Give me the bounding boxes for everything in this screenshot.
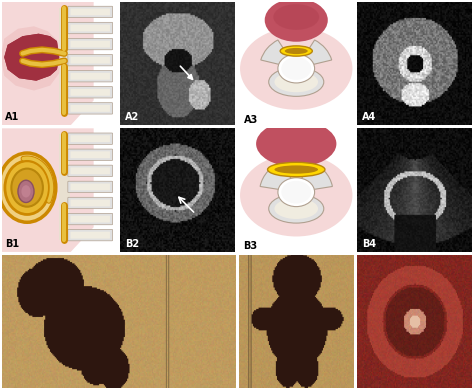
FancyBboxPatch shape [71,89,110,96]
FancyBboxPatch shape [68,103,113,114]
Ellipse shape [269,67,324,96]
Text: A2: A2 [125,112,139,122]
Wedge shape [296,40,332,69]
FancyBboxPatch shape [71,232,110,239]
FancyBboxPatch shape [68,181,113,193]
Ellipse shape [282,181,311,204]
FancyBboxPatch shape [68,71,113,82]
Polygon shape [4,34,59,81]
Ellipse shape [274,72,318,92]
FancyBboxPatch shape [71,216,110,223]
FancyBboxPatch shape [71,57,110,64]
Ellipse shape [278,54,315,83]
Ellipse shape [240,27,353,110]
FancyBboxPatch shape [68,229,113,241]
Ellipse shape [267,162,325,177]
FancyBboxPatch shape [71,167,110,174]
FancyBboxPatch shape [71,200,110,206]
Text: A3: A3 [244,115,258,125]
Text: A4: A4 [362,112,376,122]
Wedge shape [296,161,332,192]
FancyBboxPatch shape [68,87,113,98]
Polygon shape [2,128,94,252]
FancyBboxPatch shape [68,213,113,225]
Polygon shape [4,34,59,81]
Wedge shape [261,40,296,69]
FancyBboxPatch shape [68,197,113,209]
Ellipse shape [274,199,318,219]
FancyBboxPatch shape [68,22,113,34]
Ellipse shape [11,168,43,207]
FancyBboxPatch shape [71,135,110,142]
FancyBboxPatch shape [68,165,113,177]
Ellipse shape [274,165,318,174]
FancyBboxPatch shape [71,73,110,80]
Ellipse shape [280,46,312,56]
FancyBboxPatch shape [68,6,113,18]
FancyBboxPatch shape [68,149,113,160]
Ellipse shape [18,180,34,202]
FancyBboxPatch shape [71,105,110,112]
Ellipse shape [282,57,311,80]
Ellipse shape [264,0,328,42]
Text: B4: B4 [362,239,376,249]
Text: A1: A1 [5,112,19,122]
Wedge shape [260,161,296,192]
Text: B1: B1 [5,239,19,249]
FancyBboxPatch shape [71,9,110,16]
Bar [59,135,70,239]
FancyBboxPatch shape [71,25,110,32]
FancyBboxPatch shape [68,133,113,144]
Ellipse shape [269,194,324,223]
Ellipse shape [240,154,353,236]
Ellipse shape [285,48,308,54]
FancyBboxPatch shape [68,55,113,66]
Text: B3: B3 [244,241,257,252]
Ellipse shape [5,161,49,214]
Ellipse shape [278,178,315,207]
Text: B2: B2 [125,239,139,249]
FancyBboxPatch shape [71,151,110,158]
Polygon shape [1,26,60,90]
Polygon shape [2,2,94,125]
FancyBboxPatch shape [71,183,110,190]
Ellipse shape [273,4,319,30]
Ellipse shape [256,121,337,167]
Ellipse shape [21,185,30,198]
FancyBboxPatch shape [71,41,110,48]
FancyBboxPatch shape [68,38,113,50]
Ellipse shape [0,153,56,222]
Bar [59,8,70,113]
